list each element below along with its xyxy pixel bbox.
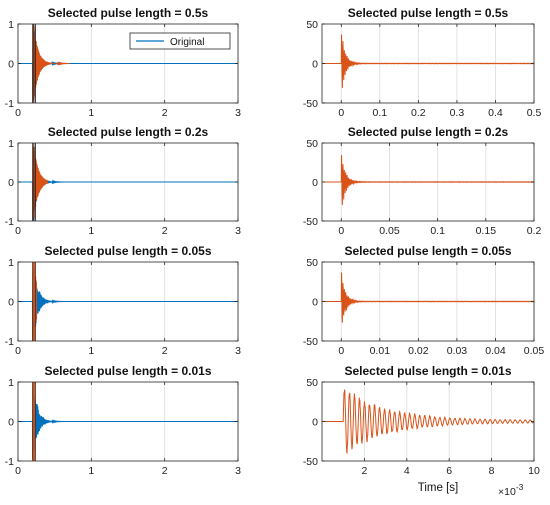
- plot-area: [322, 382, 534, 461]
- x-axis-multiplier-base: ×10: [498, 486, 516, 498]
- series-original: [18, 382, 238, 461]
- y-tick-label: 1: [8, 138, 14, 150]
- y-tick-label: -50: [303, 98, 318, 110]
- x-tick-label: 0.5: [527, 107, 542, 119]
- subplot-title: Selected pulse length = 0.5s: [48, 6, 209, 20]
- y-tick-label: 1: [8, 257, 14, 269]
- y-tick-label: 0: [8, 297, 14, 309]
- y-tick-label: 0: [8, 177, 14, 189]
- x-tick-label: 3: [235, 345, 241, 357]
- x-tick-label: 1: [88, 107, 94, 119]
- x-tick-label: 4: [404, 465, 410, 477]
- y-tick-label: 1: [8, 377, 14, 389]
- x-tick-label: 0.3: [450, 107, 465, 119]
- subplot-8: 2 4 6 8 10 -50 0 50 Selected pulse length = 0.01…: [303, 364, 540, 498]
- x-tick-label: 0: [15, 345, 21, 357]
- x-tick-label: 0.04: [485, 345, 506, 357]
- x-tick-label: 8: [489, 465, 495, 477]
- y-tick-label: 0: [312, 177, 318, 189]
- subplot-title: Selected pulse length = 0.05s: [344, 244, 511, 258]
- x-tick-label: 0: [15, 107, 21, 119]
- y-tick-label: 50: [306, 19, 318, 31]
- y-tick-label: -50: [303, 216, 318, 228]
- x-tick-label: 2: [162, 107, 168, 119]
- series-original: [18, 270, 238, 341]
- x-tick-label: 0: [15, 465, 21, 477]
- series-selected-zoom: [322, 389, 534, 454]
- y-tick-label: 0: [8, 59, 14, 71]
- y-tick-label: -50: [303, 456, 318, 468]
- x-tick-label: 0.03: [447, 345, 468, 357]
- x-tick-label: 2: [361, 465, 367, 477]
- y-tick-label: 0: [8, 417, 14, 429]
- x-tick-label: 3: [235, 225, 241, 237]
- x-tick-label: 0.01: [370, 345, 391, 357]
- subplot-title: Selected pulse length = 0.01s: [44, 364, 211, 378]
- x-tick-label: 2: [162, 465, 168, 477]
- subplot-6: 0 0.01 0.02 0.03 0.04 0.05 -50 0 50 Selected puls…: [303, 244, 545, 357]
- series-selected-zoom: [322, 154, 534, 205]
- x-tick-label: 0.05: [379, 225, 400, 237]
- x-tick-label: 2: [162, 345, 168, 357]
- x-tick-label: 0: [338, 225, 344, 237]
- series-selected: [32, 24, 70, 103]
- x-tick-label: 10: [528, 465, 540, 477]
- subplot-title: Selected pulse length = 0.2s: [48, 125, 209, 139]
- x-tick-label: 0.05: [524, 345, 545, 357]
- selected-pulse-band: [33, 382, 36, 461]
- y-tick-label: 50: [306, 257, 318, 269]
- y-tick-label: -1: [5, 98, 14, 110]
- y-tick-label: 50: [306, 377, 318, 389]
- x-axis-label: Time [s]: [418, 482, 458, 494]
- x-tick-label: 0.15: [476, 225, 497, 237]
- y-tick-label: -50: [303, 336, 318, 348]
- x-tick-label: 0: [15, 225, 21, 237]
- x-tick-label: 1: [88, 465, 94, 477]
- y-tick-label: 0: [312, 297, 318, 309]
- x-tick-label: 0: [338, 107, 344, 119]
- series-selected-zoom: [322, 34, 534, 89]
- x-tick-label: 3: [235, 107, 241, 119]
- x-tick-label: 0.4: [488, 107, 503, 119]
- subplot-title: Selected pulse length = 0.01s: [344, 364, 511, 378]
- subplot-title: Selected pulse length = 0.2s: [348, 125, 509, 139]
- x-tick-label: 0.1: [430, 225, 445, 237]
- series-original: [18, 145, 238, 221]
- selected-pulse-band: [33, 262, 36, 341]
- x-tick-label: 0.02: [408, 345, 429, 357]
- y-tick-label: -1: [5, 216, 14, 228]
- x-tick-label: 0.1: [373, 107, 388, 119]
- y-tick-label: 50: [306, 138, 318, 150]
- x-tick-label: 0.2: [527, 225, 542, 237]
- legend-box: [129, 32, 231, 50]
- subplot-title: Selected pulse length = 0.05s: [44, 244, 211, 258]
- y-tick-label: -1: [5, 456, 14, 468]
- subplot-title: Selected pulse length = 0.5s: [348, 6, 509, 20]
- series-selected-zoom: [322, 272, 534, 323]
- x-axis-multiplier: ×10-3: [498, 482, 524, 498]
- x-tick-label: 1: [88, 225, 94, 237]
- x-tick-label: 0: [338, 345, 344, 357]
- y-tick-label: 0: [312, 417, 318, 429]
- y-tick-label: 0: [312, 59, 318, 71]
- legend-label: Original: [170, 37, 204, 48]
- x-tick-label: 6: [446, 465, 452, 477]
- subplot-4: 0 0.05 0.1 0.15 0.2 -50 0 50 Selected pulse leng…: [303, 125, 542, 237]
- y-tick-label: -1: [5, 336, 14, 348]
- x-tick-label: 0.2: [411, 107, 426, 119]
- subplot-2: 0 0.1 0.2 0.3 0.4 0.5 -50 0 50 Selected pulse len…: [303, 6, 542, 119]
- x-tick-label: 1: [88, 345, 94, 357]
- x-tick-label: 3: [235, 465, 241, 477]
- x-axis-multiplier-exponent: -3: [516, 482, 524, 492]
- x-tick-label: 2: [162, 225, 168, 237]
- y-tick-label: 1: [8, 19, 14, 31]
